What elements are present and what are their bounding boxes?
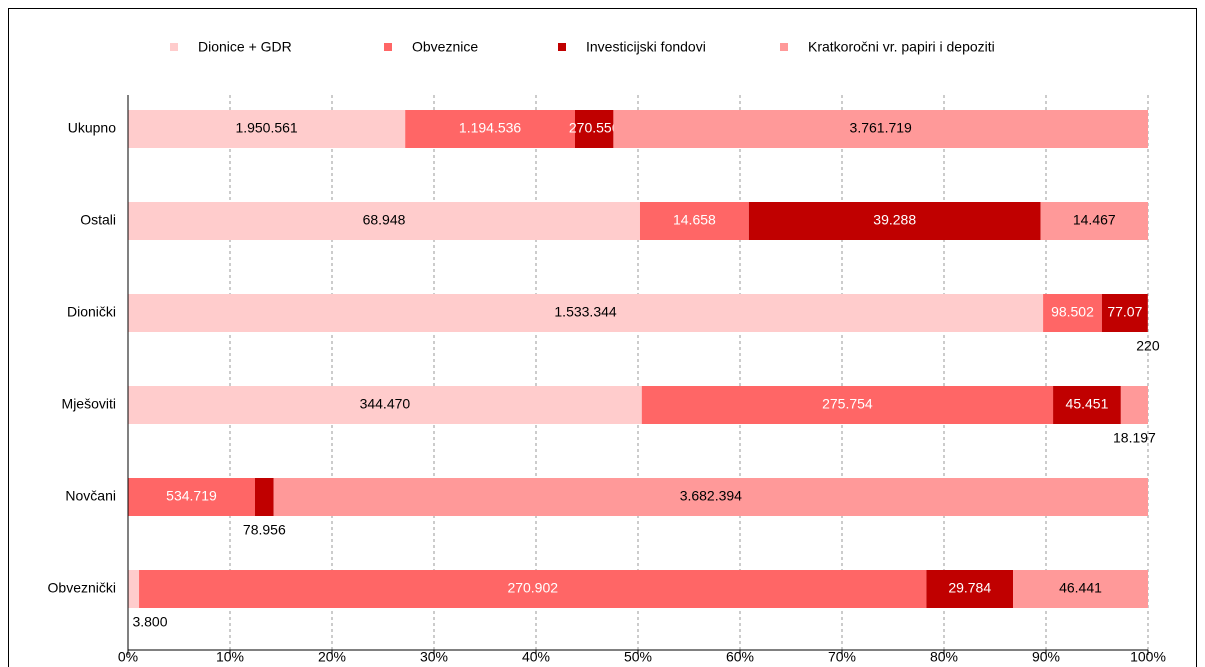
y-tick-label: Obveznički <box>48 580 116 596</box>
data-label: 1.194.536 <box>459 120 521 136</box>
data-label: 98.502 <box>1051 304 1094 320</box>
legend-swatch <box>558 43 566 51</box>
bar-segment <box>128 386 642 424</box>
x-tick-label: 100% <box>1130 649 1166 665</box>
x-tick-label: 0% <box>118 649 138 665</box>
bar-segment <box>1120 386 1148 424</box>
bar-segment <box>273 478 1148 516</box>
legend-swatch <box>780 43 788 51</box>
x-tick-label: 80% <box>930 649 958 665</box>
bar-segment <box>1101 294 1148 332</box>
data-label: 270.902 <box>507 580 558 596</box>
legend-label: Investicijski fondovi <box>586 39 706 55</box>
data-label: 46.441 <box>1059 580 1102 596</box>
y-tick-label: Mješoviti <box>62 396 116 412</box>
bar-segment <box>128 570 140 608</box>
data-label: 1.950.561 <box>235 120 297 136</box>
legend-swatch <box>170 43 178 51</box>
bar-segment <box>139 570 927 608</box>
bar-segment <box>574 110 614 148</box>
data-label: 344.470 <box>360 396 411 412</box>
x-tick-label: 20% <box>318 649 346 665</box>
data-label: 29.784 <box>948 580 991 596</box>
x-tick-label: 10% <box>216 649 244 665</box>
legend-label: Dionice + GDR <box>198 39 292 55</box>
data-label: 270.556 <box>569 120 620 136</box>
x-tick-label: 40% <box>522 649 550 665</box>
data-label: 534.719 <box>166 488 217 504</box>
data-label: 275.754 <box>822 396 873 412</box>
y-tick-label: Ostali <box>80 212 116 228</box>
data-label: 3.800 <box>132 614 167 630</box>
chart-frame <box>8 8 1197 667</box>
bar-segment <box>1043 294 1102 332</box>
bar-segment <box>405 110 575 148</box>
bar-segment <box>128 478 255 516</box>
legend-label: Kratkoročni vr. papiri i depoziti <box>808 39 995 55</box>
x-tick-label: 50% <box>624 649 652 665</box>
x-tick-label: 30% <box>420 649 448 665</box>
data-label: 45.451 <box>1066 396 1109 412</box>
bar-segment <box>254 478 274 516</box>
y-tick-label: Dionički <box>67 304 116 320</box>
data-label: 77.07 <box>1107 304 1142 320</box>
legend-label: Obveznice <box>412 39 478 55</box>
bar-segment <box>748 202 1041 240</box>
bar-segment <box>1013 570 1148 608</box>
data-label: 220 <box>1136 338 1160 354</box>
data-label: 14.467 <box>1073 212 1116 228</box>
bar-segment <box>128 202 640 240</box>
data-label: 18.197 <box>1113 430 1156 446</box>
data-label: 68.948 <box>363 212 406 228</box>
y-tick-label: Ukupno <box>68 120 116 136</box>
data-label: 39.288 <box>873 212 916 228</box>
bar-segment <box>926 570 1014 608</box>
bar-segment <box>128 110 406 148</box>
bar-segment <box>641 386 1054 424</box>
data-label: 1.533.344 <box>554 304 616 320</box>
x-tick-label: 90% <box>1032 649 1060 665</box>
y-tick-label: Novčani <box>65 488 116 504</box>
bar-segment <box>1040 202 1148 240</box>
data-label: 3.761.719 <box>850 120 912 136</box>
legend-swatch <box>384 43 392 51</box>
data-label: 78.956 <box>243 522 286 538</box>
x-tick-label: 70% <box>828 649 856 665</box>
x-tick-label: 60% <box>726 649 754 665</box>
bar-segment <box>613 110 1148 148</box>
bar-segment <box>639 202 749 240</box>
bar-segment <box>1053 386 1121 424</box>
data-label: 14.658 <box>673 212 716 228</box>
bar-segment <box>128 294 1044 332</box>
data-label: 3.682.394 <box>680 488 742 504</box>
